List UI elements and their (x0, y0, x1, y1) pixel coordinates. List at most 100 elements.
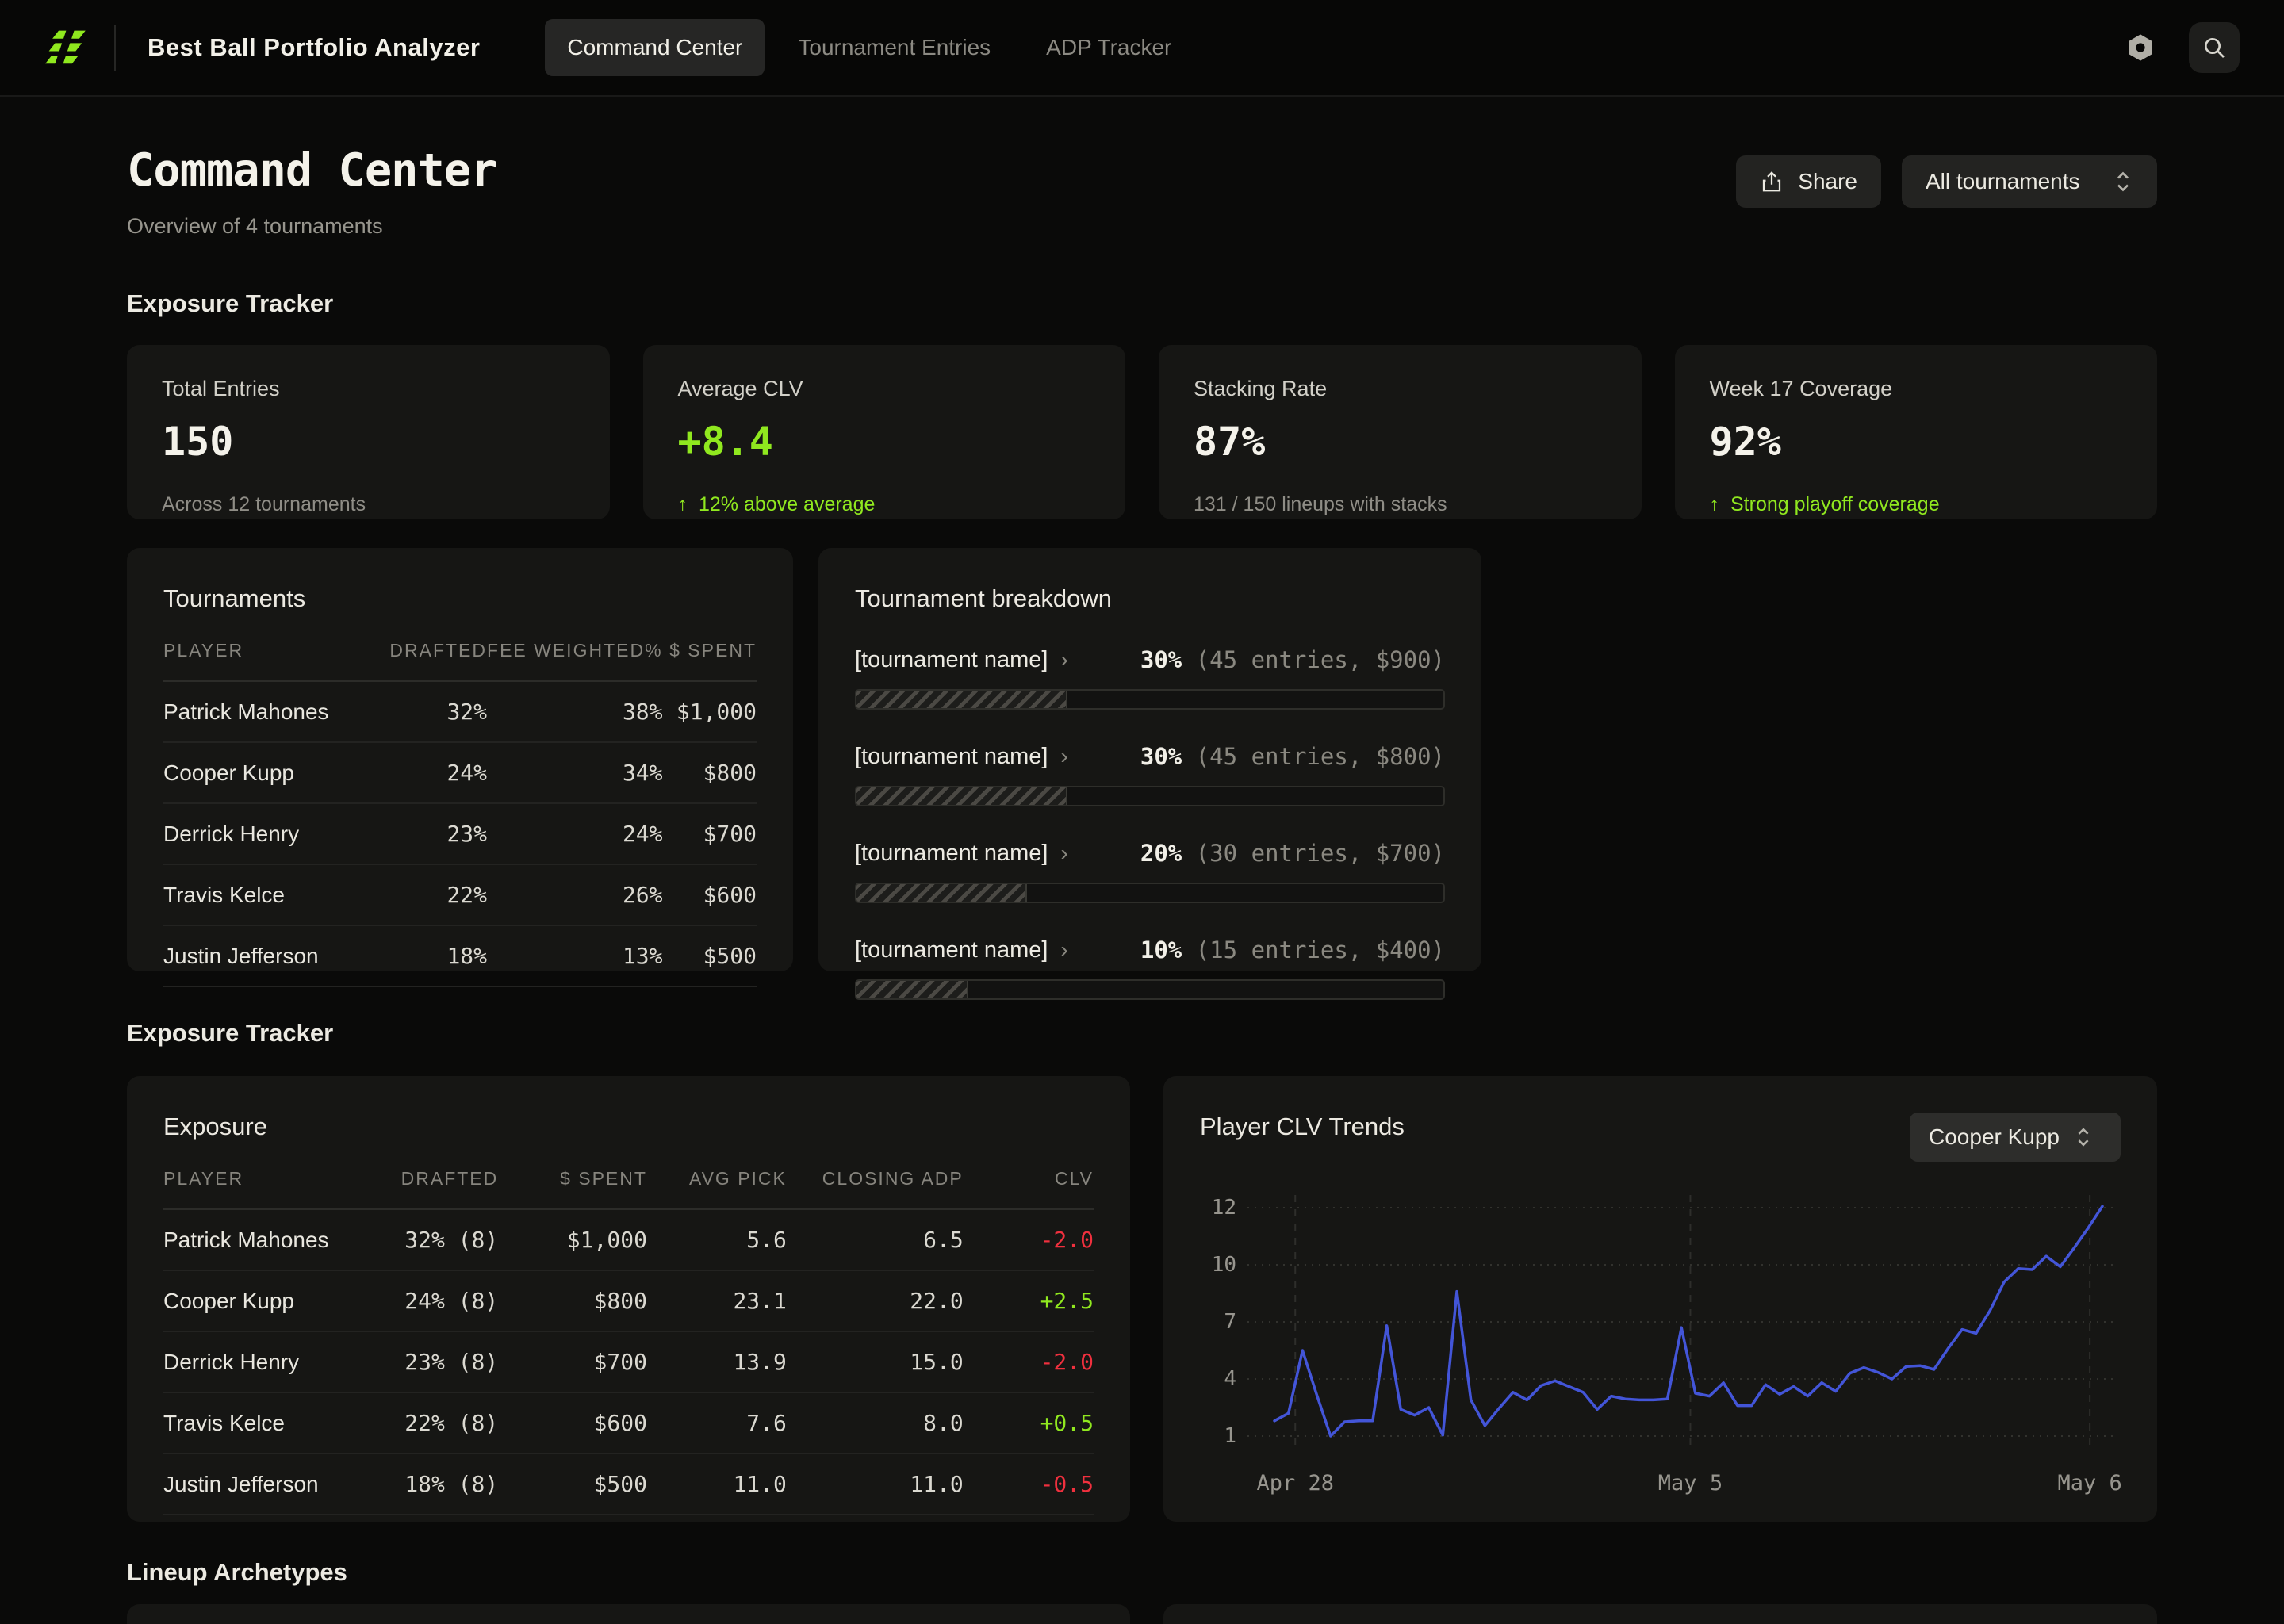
tournaments-table-body: Patrick Mahones32%38%$1,000Cooper Kupp24… (163, 681, 757, 986)
clv-chart-x-axis: Apr 28May 5May 6 (1247, 1449, 2116, 1496)
table-row: Travis Kelce22% (8)$6007.68.0+0.5 (163, 1392, 1094, 1454)
column-header: FEE WEIGHTED% (487, 613, 663, 681)
share-icon (1760, 170, 1784, 193)
table-cell: $500 (498, 1454, 647, 1515)
chevron-right-icon: › (1060, 744, 1067, 769)
breakdown-stats: 30% (45 entries, $800) (1140, 743, 1445, 770)
search-button[interactable] (2189, 22, 2240, 73)
section-heading-exposure-tracker-2: Exposure Tracker (127, 1019, 2157, 1048)
share-button-label: Share (1798, 169, 1857, 194)
y-axis-tick-label: 4 (1224, 1367, 1236, 1391)
table-cell: 11.0 (647, 1454, 787, 1515)
table-cell: Patrick Mahones (163, 681, 361, 742)
exposure-card: Exposure PLAYERDRAFTED$ SPENTAVG PICKCLO… (127, 1076, 1130, 1522)
stat-subtext-label: Across 12 tournaments (162, 493, 366, 516)
stat-value: 150 (162, 419, 575, 465)
clv-cell: -2.0 (964, 1331, 1094, 1392)
table-cell: $500 (663, 925, 757, 986)
arrow-up-icon: ↑ (1710, 493, 1720, 516)
stat-subtext-label: 131 / 150 lineups with stacks (1194, 493, 1447, 516)
table-cell: Derrick Henry (163, 1331, 368, 1392)
stat-label: Week 17 Coverage (1710, 377, 2123, 401)
breakdown-percent: 10% (1140, 936, 1182, 963)
tab-tournament-entries[interactable]: Tournament Entries (776, 19, 1013, 76)
tab-command-center[interactable]: Command Center (545, 19, 765, 76)
clv-card-title: Player CLV Trends (1200, 1113, 1405, 1141)
progress-bar (855, 979, 1445, 1000)
table-cell: 23.1 (647, 1270, 787, 1331)
chevron-up-down-icon (2074, 1126, 2093, 1148)
table-cell: 34% (487, 742, 663, 803)
table-row: Patrick Mahones32%38%$1,000 (163, 681, 757, 742)
tournament-name-link[interactable]: [tournament name]› (855, 841, 1068, 867)
top-nav: Best Ball Portfolio Analyzer Command Cen… (0, 0, 2284, 97)
table-cell: $600 (663, 864, 757, 925)
breakdown-row: [tournament name]› 30% (45 entries, $900) (855, 646, 1445, 710)
table-cell: $700 (498, 1331, 647, 1392)
stat-subtext: 131 / 150 lineups with stacks (1194, 493, 1607, 516)
clv-cell: -0.5 (964, 1454, 1094, 1515)
breakdown-stats: 30% (45 entries, $900) (1140, 646, 1445, 673)
stat-subtext: ↑ Strong playoff coverage (1710, 493, 2123, 516)
table-cell: 15.0 (787, 1331, 964, 1392)
y-axis-tick-label: 10 (1212, 1253, 1236, 1277)
breakdown-card-title: Tournament breakdown (855, 584, 1445, 613)
exposure-table-header-row: PLAYERDRAFTED$ SPENTAVG PICKCLOSING ADPC… (163, 1141, 1094, 1209)
table-row: Justin Jefferson18%13%$500 (163, 925, 757, 986)
table-cell: 22% (8) (368, 1392, 498, 1454)
table-cell: Justin Jefferson (163, 1454, 368, 1515)
table-cell: Patrick Mahones (163, 1209, 368, 1270)
breakdown-row: [tournament name]› 10% (15 entries, $400) (855, 936, 1445, 1000)
player-selector-dropdown[interactable]: Cooper Kupp (1910, 1113, 2121, 1162)
chevron-right-icon: › (1060, 647, 1067, 672)
breakdown-percent: 30% (1140, 743, 1182, 770)
table-row: Derrick Henry23% (8)$70013.915.0-2.0 (163, 1331, 1094, 1392)
column-header: $ SPENT (498, 1141, 647, 1209)
table-row: Justin Jefferson18% (8)$50011.011.0-0.5 (163, 1454, 1094, 1515)
breakdown-stats: 10% (15 entries, $400) (1140, 936, 1445, 963)
table-cell: 7.6 (647, 1392, 787, 1454)
app-logo-icon (44, 26, 87, 69)
table-cell: 8.0 (787, 1392, 964, 1454)
tournaments-table: PLAYERDRAFTEDFEE WEIGHTED%$ SPENT Patric… (163, 613, 757, 987)
table-row: Justin Jefferson18% (8)$50011.011.0-0.5 (163, 1515, 1094, 1522)
table-cell: $700 (663, 803, 757, 864)
tournament-name-link[interactable]: [tournament name]› (855, 647, 1068, 673)
section-heading-exposure-tracker: Exposure Tracker (127, 289, 2157, 318)
tournament-filter-dropdown[interactable]: All tournaments (1902, 155, 2157, 208)
stat-subtext: Across 12 tournaments (162, 493, 575, 516)
breakdown-row: [tournament name]›20% (30 entries, $700) (855, 840, 1445, 903)
table-cell: 6.5 (787, 1209, 964, 1270)
breakdown-row: [tournament name]› 30% (45 entries, $800) (855, 743, 1445, 806)
table-cell: 32% (361, 681, 487, 742)
tab-adp-tracker[interactable]: ADP Tracker (1024, 19, 1194, 76)
stat-card-0: Total Entries150Across 12 tournaments (127, 345, 610, 519)
stat-value: +8.4 (678, 419, 1091, 465)
breakdown-detail: (15 entries, $400) (1182, 936, 1445, 963)
share-button[interactable]: Share (1736, 155, 1881, 208)
x-axis-tick-label: May 5 (1658, 1471, 1723, 1496)
clv-chart-svg (1247, 1195, 2116, 1449)
breakdown-detail: (30 entries, $700) (1182, 840, 1445, 867)
settings-button[interactable] (2119, 26, 2162, 69)
clv-chart-y-axis: 1210741 (1200, 1195, 1247, 1449)
table-cell: 18% (8) (368, 1454, 498, 1515)
progress-bar (855, 689, 1445, 710)
table-cell: 11.0 (787, 1515, 964, 1522)
y-axis-tick-label: 12 (1212, 1196, 1236, 1220)
tournament-name-link[interactable]: [tournament name]› (855, 744, 1068, 770)
exposure-table: PLAYERDRAFTED$ SPENTAVG PICKCLOSING ADPC… (163, 1141, 1094, 1522)
table-cell: 18% (361, 925, 487, 986)
table-cell: Travis Kelce (163, 864, 361, 925)
tournament-breakdown-card: Tournament breakdown [tournament name]›3… (818, 548, 1481, 971)
breakdown-detail: (45 entries, $900) (1182, 646, 1445, 673)
tournament-name-link[interactable]: [tournament name]› (855, 937, 1068, 963)
table-cell: Cooper Kupp (163, 1270, 368, 1331)
tournament-name-label: [tournament name] (855, 841, 1048, 867)
y-axis-tick-label: 1 (1224, 1424, 1236, 1448)
stat-subtext-label: Strong playoff coverage (1730, 493, 1940, 516)
table-cell: 11.0 (787, 1454, 964, 1515)
column-header: AVG PICK (647, 1141, 787, 1209)
table-cell: 5.6 (647, 1209, 787, 1270)
stat-value: 87% (1194, 419, 1607, 465)
